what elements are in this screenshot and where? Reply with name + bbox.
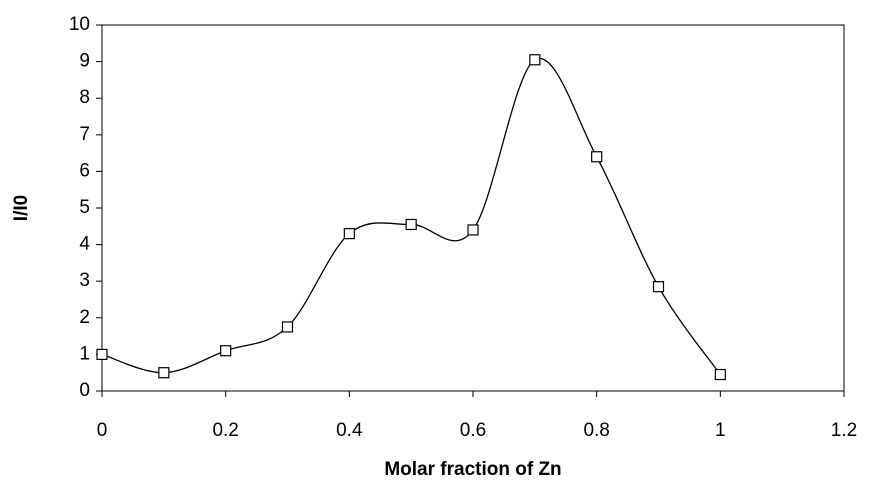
x-tick-label: 1.2 bbox=[831, 420, 857, 441]
marker bbox=[158, 367, 170, 379]
y-tick-label: 5 bbox=[79, 197, 90, 218]
y-tick-label: 4 bbox=[79, 234, 90, 255]
y-tick-label: 10 bbox=[69, 14, 90, 35]
y-tick-label: 2 bbox=[79, 307, 90, 328]
y-tick-label: 1 bbox=[79, 343, 90, 364]
marker bbox=[96, 348, 108, 360]
marker bbox=[220, 345, 232, 357]
y-tick-label: 6 bbox=[79, 160, 90, 181]
x-tick-label: 0.2 bbox=[212, 420, 238, 441]
y-tick-label: 8 bbox=[79, 87, 90, 108]
marker bbox=[343, 228, 355, 240]
x-tick-label: 0 bbox=[97, 420, 108, 441]
y-tick-label: 7 bbox=[79, 124, 90, 145]
marker bbox=[652, 281, 665, 293]
marker bbox=[405, 218, 417, 231]
y-tick-label: 3 bbox=[79, 270, 90, 291]
y-tick-label: 9 bbox=[79, 51, 90, 72]
marker bbox=[591, 151, 603, 163]
x-tick-label: 1 bbox=[715, 420, 726, 441]
marker bbox=[281, 321, 294, 333]
plot-frame bbox=[101, 24, 845, 392]
x-tick-label: 0.4 bbox=[336, 420, 363, 441]
line bbox=[101, 57, 721, 375]
y-axis-label: I/I0 bbox=[11, 195, 32, 221]
marker bbox=[714, 368, 726, 381]
marker bbox=[467, 224, 479, 236]
x-axis-label: Molar fraction of Zn bbox=[384, 459, 561, 480]
y-tick-label: 0 bbox=[79, 380, 90, 401]
marker bbox=[529, 54, 541, 66]
x-tick-label: 0.8 bbox=[583, 420, 609, 441]
x-tick-label: 0.6 bbox=[460, 420, 486, 441]
